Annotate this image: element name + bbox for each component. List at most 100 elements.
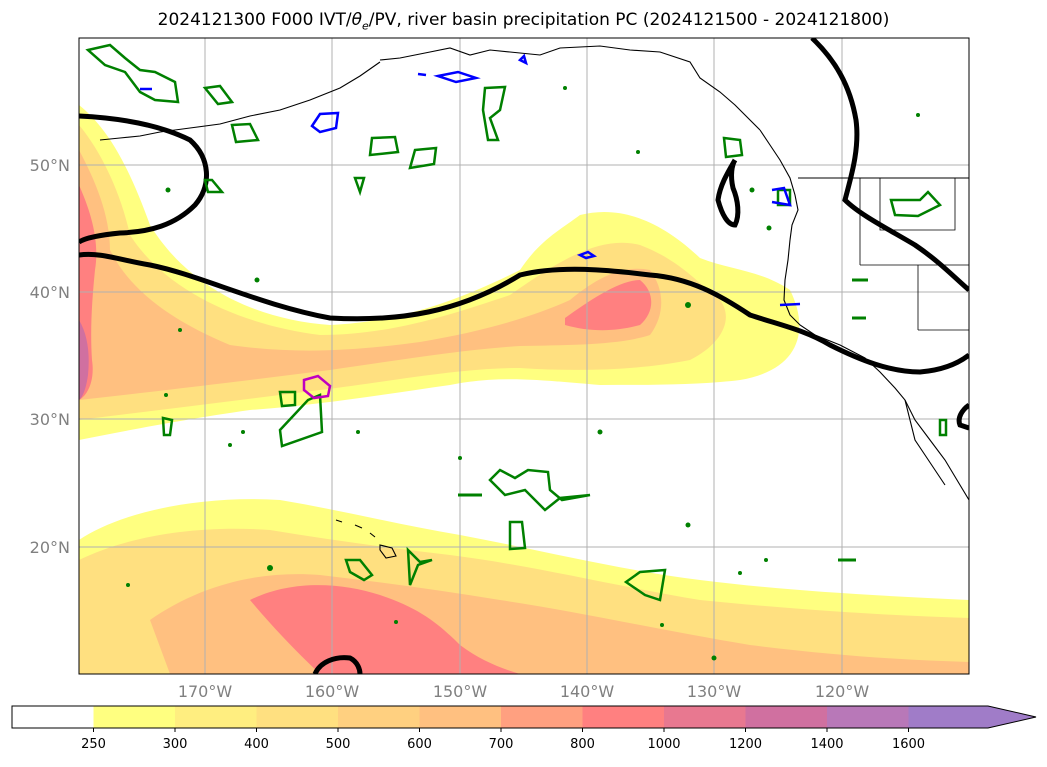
coast-alaska (379, 45, 761, 131)
title-theta-sub: e (362, 19, 369, 33)
precip-dot (660, 623, 664, 627)
colorbar-segment (827, 706, 909, 728)
pv-contour-3 (810, 38, 969, 292)
coast-aleutians (99, 61, 381, 141)
ivt-filled-contours (79, 105, 969, 674)
precip-dot (126, 583, 130, 587)
colorbar-label: 250 (81, 737, 106, 752)
precip-pc-contours-negative (140, 53, 801, 307)
colorbar-label: 1200 (729, 737, 762, 752)
precip-contour (278, 390, 297, 408)
lat-labels: 50°N 40°N 30°N 20°N (30, 156, 70, 557)
colorbar-label: 1600 (892, 737, 925, 752)
lon-label-170w: 170°W (178, 682, 233, 701)
colorbar-label: 500 (326, 737, 351, 752)
precip-contour (85, 43, 180, 104)
colorbar-segment (582, 706, 665, 728)
precip-contour (508, 520, 527, 551)
neg-contour (517, 53, 528, 66)
pv-contour-6 (956, 402, 969, 431)
colorbar-label: 700 (489, 737, 514, 752)
precip-dot (916, 113, 920, 117)
pv-contours (79, 38, 969, 674)
lat-label-20n: 20°N (30, 538, 70, 557)
ivt-plume-south-800 (250, 585, 520, 674)
precip-dot (766, 225, 772, 231)
neg-contour (771, 186, 792, 207)
colorbar-label: 1000 (647, 737, 680, 752)
coast-bc (759, 129, 799, 241)
colorbar-segment (338, 706, 420, 728)
neg-contour (779, 302, 801, 307)
precip-dot (178, 328, 182, 332)
pv-contour-4 (715, 158, 741, 228)
precip-dot (764, 558, 768, 562)
precip-contour (481, 85, 507, 142)
lon-label-150w: 150°W (433, 682, 488, 701)
precip-contour (938, 418, 948, 437)
colorbar-label: 400 (244, 737, 269, 752)
precip-contour (344, 558, 374, 582)
precip-contour (202, 84, 235, 106)
coastlines (99, 45, 969, 559)
colorbar-segment (12, 706, 94, 728)
state-borders (859, 178, 969, 331)
precip-dot (241, 430, 245, 434)
colorbar-label: 300 (163, 737, 188, 752)
precip-contour (368, 135, 400, 157)
graticule (79, 38, 969, 674)
ivt-plume-north-300 (79, 125, 726, 420)
precip-dot (356, 430, 360, 434)
pv-contour-1 (79, 113, 209, 245)
colorbar: 250 300 400 500 600 700 800 1000 1200 1400 1600 (11, 705, 1037, 752)
lon-label-130w: 130°W (687, 682, 742, 701)
precip-contour (488, 468, 591, 512)
precip-contour (722, 136, 744, 159)
lon-labels: 170°W 160°W 150°W 140°W 130°W 120°W (178, 682, 870, 701)
neg-contour (310, 111, 340, 134)
precip-dot (749, 187, 755, 193)
precip-dot (685, 522, 691, 528)
precip-dot (563, 86, 567, 90)
precip-dot (685, 302, 691, 308)
lat-label-30n: 30°N (30, 410, 70, 429)
colorbar-segment (175, 706, 257, 728)
precip-dot (228, 443, 232, 447)
precip-dot (267, 565, 273, 571)
precip-contour (408, 146, 438, 170)
precip-dot (458, 456, 462, 460)
precip-dot (165, 187, 171, 193)
precip-contour (623, 568, 667, 602)
precip-contour (406, 546, 433, 586)
lon-label-160w: 160°W (305, 682, 360, 701)
colorbar-segment (256, 706, 339, 728)
precip-contour (161, 416, 174, 437)
precip-dot (738, 571, 742, 575)
precip-dot (394, 620, 398, 624)
colorbar-label: 600 (407, 737, 432, 752)
precip-contour (203, 178, 225, 194)
colorbar-segment (664, 706, 746, 728)
precip-dot (636, 150, 640, 154)
precip-contour (230, 122, 260, 144)
ivt-plume-north-1200 (79, 320, 89, 400)
map-title: 2024121300 F000 IVT/θe/PV, river basin p… (0, 10, 1047, 32)
colorbar-segment (419, 706, 502, 728)
title-suffix: /PV, river basin precipitation PC (20241… (368, 10, 890, 30)
precip-dot (164, 393, 168, 397)
colorbar-segment (93, 706, 176, 728)
colorbar-segment (501, 706, 583, 728)
precip-dot (254, 277, 260, 283)
precip-contour (353, 176, 366, 197)
precip-contour (889, 190, 943, 218)
colorbar-label: 800 (570, 737, 595, 752)
neg-contour (433, 70, 481, 84)
precip-dot (711, 655, 717, 661)
neg-contour (417, 72, 427, 77)
colorbar-outline (11, 705, 1037, 729)
precip-pc-contours-positive (85, 43, 948, 602)
title-prefix: 2024121300 F000 IVT/ (157, 10, 352, 30)
colorbar-extend-arrow (908, 706, 1036, 728)
theta-e-contour (302, 374, 332, 400)
plot-frame (78, 37, 970, 675)
